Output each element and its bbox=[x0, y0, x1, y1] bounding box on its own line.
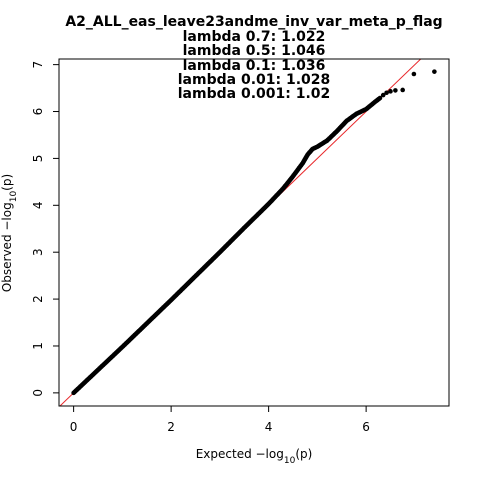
x-axis: 0 2 4 6 bbox=[70, 406, 370, 434]
data-point bbox=[384, 90, 389, 96]
y-axis-label: Observed −log10(p) bbox=[0, 174, 19, 292]
data-point bbox=[388, 89, 393, 94]
y-tick-label: 4 bbox=[31, 201, 45, 209]
y-tick-label: 1 bbox=[31, 342, 45, 350]
y-axis-label-tail: (p) bbox=[0, 174, 14, 191]
y-tick-label: 6 bbox=[31, 108, 45, 116]
x-axis-label: Expected −log10(p) bbox=[196, 447, 313, 466]
x-tick-label: 6 bbox=[362, 420, 370, 434]
x-tick-label: 4 bbox=[265, 420, 273, 434]
y-tick-label: 3 bbox=[31, 248, 45, 256]
lambda-line-4: lambda 0.01: 1.028 bbox=[178, 72, 331, 88]
data-point bbox=[377, 95, 383, 101]
data-point bbox=[432, 69, 437, 74]
x-axis-label-main: Expected −log bbox=[196, 447, 284, 461]
lambda-line-3: lambda 0.1: 1.036 bbox=[183, 58, 326, 74]
y-axis-label-subscript: 10 bbox=[9, 191, 19, 203]
data-point bbox=[411, 71, 417, 77]
x-tick-label: 2 bbox=[167, 420, 175, 434]
chart-title: A2_ALL_eas_leave23andme_inv_var_meta_p_f… bbox=[65, 14, 442, 30]
y-axis-label-main: Observed −log bbox=[0, 202, 14, 292]
lambda-line-5: lambda 0.001: 1.02 bbox=[178, 86, 331, 102]
x-axis-label-subscript: 10 bbox=[284, 456, 296, 466]
x-tick-label: 0 bbox=[70, 420, 78, 434]
plot-frame bbox=[58, 58, 450, 407]
data-points-layer bbox=[71, 69, 437, 396]
data-point bbox=[400, 87, 405, 93]
y-tick-label: 7 bbox=[31, 61, 45, 69]
y-tick-label: 5 bbox=[31, 155, 45, 163]
y-axis: 0 1 2 3 4 5 6 7 bbox=[31, 61, 59, 397]
y-tick-label: 0 bbox=[31, 389, 45, 397]
lambda-line-2: lambda 0.5: 1.046 bbox=[183, 43, 326, 59]
data-point bbox=[380, 92, 386, 98]
lambda-line-1: lambda 0.7: 1.022 bbox=[183, 29, 326, 45]
y-tick-label: 2 bbox=[31, 295, 45, 303]
data-point bbox=[393, 88, 398, 93]
x-axis-label-tail: (p) bbox=[295, 447, 312, 461]
